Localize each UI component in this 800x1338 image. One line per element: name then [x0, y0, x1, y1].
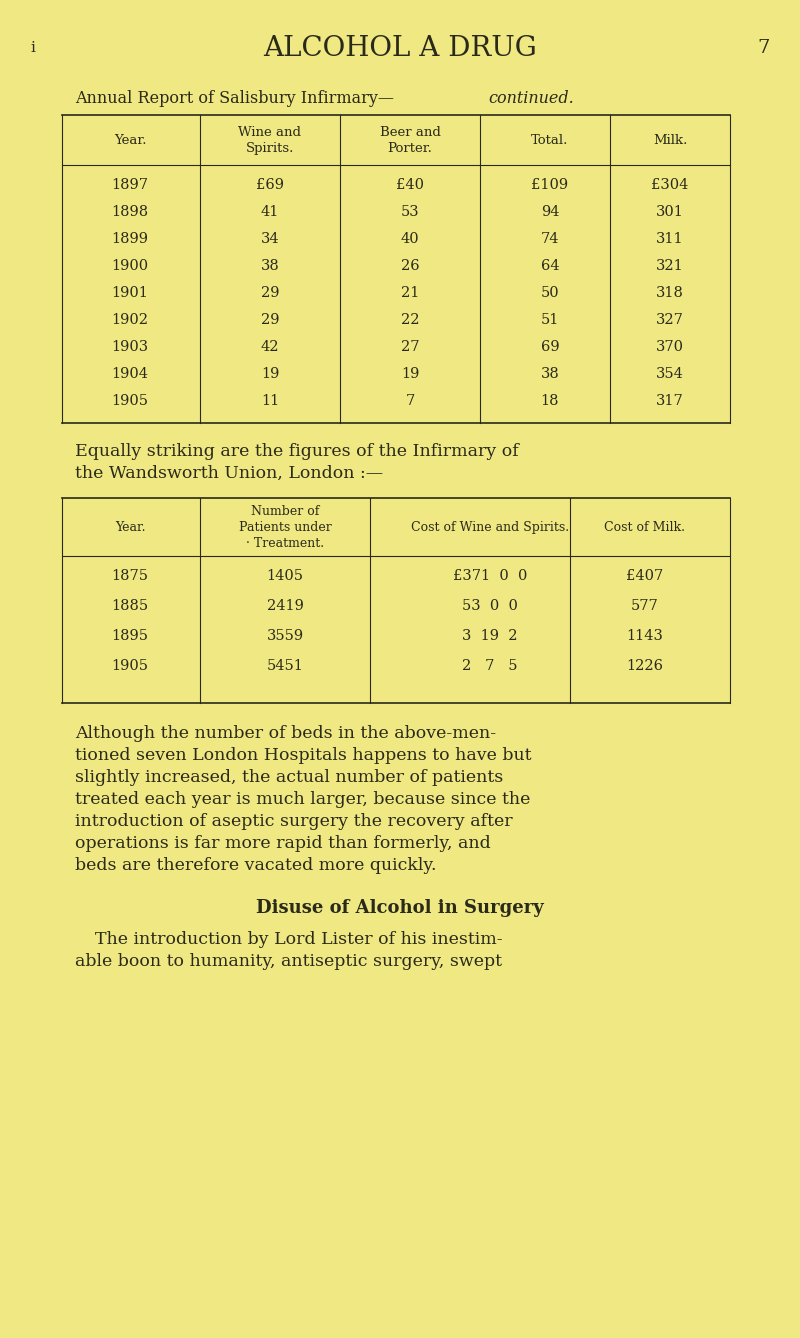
- Text: 1903: 1903: [111, 340, 149, 355]
- Text: Year.: Year.: [114, 134, 146, 146]
- Text: Beer and
Porter.: Beer and Porter.: [379, 126, 441, 154]
- Text: 1905: 1905: [111, 393, 149, 408]
- Text: Total.: Total.: [531, 134, 569, 146]
- Text: treated each year is much larger, because since the: treated each year is much larger, becaus…: [75, 791, 530, 808]
- Text: £40: £40: [396, 178, 424, 191]
- Text: slightly increased, the actual number of patients: slightly increased, the actual number of…: [75, 769, 503, 785]
- Text: Cost of Wine and Spirits.: Cost of Wine and Spirits.: [411, 520, 569, 534]
- Text: beds are therefore vacated more quickly.: beds are therefore vacated more quickly.: [75, 858, 437, 874]
- Text: 53: 53: [401, 205, 419, 219]
- Text: continued.: continued.: [488, 90, 574, 107]
- Text: 1905: 1905: [111, 660, 149, 673]
- Text: ALCOHOL A DRUG: ALCOHOL A DRUG: [263, 35, 537, 62]
- Text: 311: 311: [656, 231, 684, 246]
- Text: 38: 38: [261, 260, 279, 273]
- Text: Disuse of Alcohol in Surgery: Disuse of Alcohol in Surgery: [256, 899, 544, 917]
- Text: 1901: 1901: [111, 286, 149, 300]
- Text: 1885: 1885: [111, 599, 149, 613]
- Text: Wine and
Spirits.: Wine and Spirits.: [238, 126, 302, 154]
- Text: 1143: 1143: [626, 629, 663, 644]
- Text: £304: £304: [651, 178, 689, 191]
- Text: 3  19  2: 3 19 2: [462, 629, 518, 644]
- Text: 1897: 1897: [111, 178, 149, 191]
- Text: 370: 370: [656, 340, 684, 355]
- Text: Although the number of beds in the above-men-: Although the number of beds in the above…: [75, 725, 496, 743]
- Text: 327: 327: [656, 313, 684, 326]
- Text: 38: 38: [541, 367, 559, 381]
- Text: 7: 7: [406, 393, 414, 408]
- Text: 51: 51: [541, 313, 559, 326]
- Text: 577: 577: [631, 599, 659, 613]
- Text: 74: 74: [541, 231, 559, 246]
- Text: 22: 22: [401, 313, 419, 326]
- Text: 1900: 1900: [111, 260, 149, 273]
- Text: Equally striking are the figures of the Infirmary of: Equally striking are the figures of the …: [75, 443, 518, 460]
- Text: 7: 7: [758, 39, 770, 58]
- Text: 26: 26: [401, 260, 419, 273]
- Text: 1902: 1902: [111, 313, 149, 326]
- Text: 19: 19: [261, 367, 279, 381]
- Text: Annual Report of Salisbury Infirmary—: Annual Report of Salisbury Infirmary—: [75, 90, 394, 107]
- Text: 29: 29: [261, 286, 279, 300]
- Text: the Wandsworth Union, London :—: the Wandsworth Union, London :—: [75, 466, 383, 482]
- Text: 1898: 1898: [111, 205, 149, 219]
- Text: Milk.: Milk.: [653, 134, 687, 146]
- Text: 40: 40: [401, 231, 419, 246]
- Text: operations is far more rapid than formerly, and: operations is far more rapid than former…: [75, 835, 490, 852]
- Text: 2419: 2419: [266, 599, 303, 613]
- Text: 41: 41: [261, 205, 279, 219]
- Text: 21: 21: [401, 286, 419, 300]
- Text: £371  0  0: £371 0 0: [453, 569, 527, 583]
- Text: i: i: [30, 41, 35, 55]
- Text: 29: 29: [261, 313, 279, 326]
- Text: £69: £69: [256, 178, 284, 191]
- Text: 5451: 5451: [266, 660, 303, 673]
- Text: 53  0  0: 53 0 0: [462, 599, 518, 613]
- Text: 27: 27: [401, 340, 419, 355]
- Text: 42: 42: [261, 340, 279, 355]
- Text: 2   7   5: 2 7 5: [462, 660, 518, 673]
- Text: 317: 317: [656, 393, 684, 408]
- Text: Year.: Year.: [114, 520, 146, 534]
- Text: 354: 354: [656, 367, 684, 381]
- Text: 1875: 1875: [111, 569, 149, 583]
- Text: 1226: 1226: [626, 660, 663, 673]
- Text: 318: 318: [656, 286, 684, 300]
- Text: introduction of aseptic surgery the recovery after: introduction of aseptic surgery the reco…: [75, 814, 513, 830]
- Text: The introduction by Lord Lister of his inestim-: The introduction by Lord Lister of his i…: [95, 931, 502, 949]
- Text: 94: 94: [541, 205, 559, 219]
- Text: tioned seven London Hospitals happens to have but: tioned seven London Hospitals happens to…: [75, 747, 531, 764]
- Text: 69: 69: [541, 340, 559, 355]
- Text: £109: £109: [531, 178, 569, 191]
- Text: Number of
Patients under
· Treatment.: Number of Patients under · Treatment.: [238, 504, 331, 550]
- Text: 1895: 1895: [111, 629, 149, 644]
- Text: 1904: 1904: [111, 367, 149, 381]
- Text: £407: £407: [626, 569, 664, 583]
- Text: 34: 34: [261, 231, 279, 246]
- Text: 19: 19: [401, 367, 419, 381]
- Text: 301: 301: [656, 205, 684, 219]
- Text: 18: 18: [541, 393, 559, 408]
- Text: able boon to humanity, antiseptic surgery, swept: able boon to humanity, antiseptic surger…: [75, 953, 502, 970]
- Text: 3559: 3559: [266, 629, 303, 644]
- Text: 321: 321: [656, 260, 684, 273]
- Text: Cost of Milk.: Cost of Milk.: [605, 520, 686, 534]
- Text: 50: 50: [541, 286, 559, 300]
- Text: 1405: 1405: [266, 569, 303, 583]
- Text: 64: 64: [541, 260, 559, 273]
- Text: 11: 11: [261, 393, 279, 408]
- Text: 1899: 1899: [111, 231, 149, 246]
